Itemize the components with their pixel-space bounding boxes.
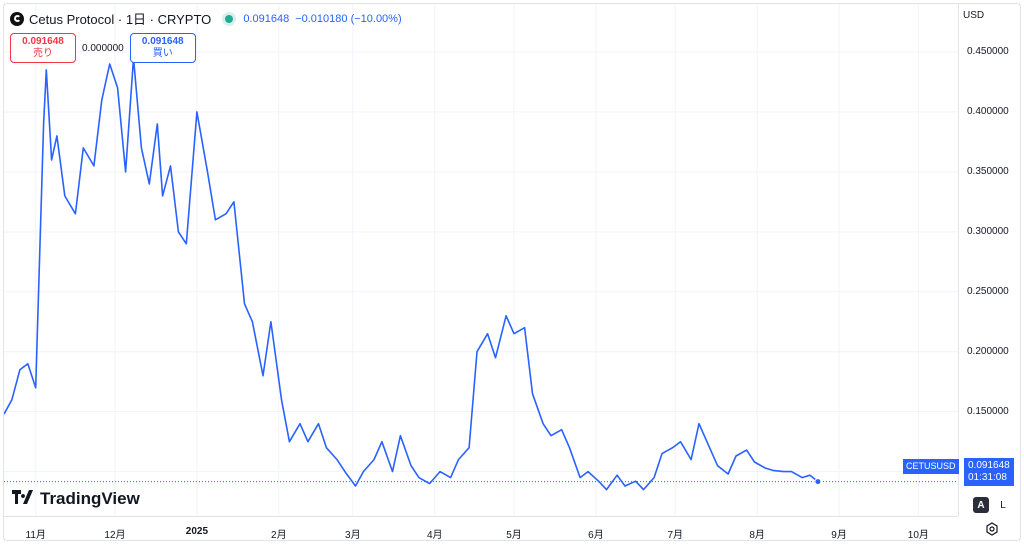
price-scale[interactable]: 0.450000 0.400000 0.350000 0.300000 0.250000… (958, 4, 1021, 516)
symbol-legend: Cetus Protocol · 1日 · CRYPTO 0.091648 −0… (10, 9, 408, 28)
price-chart[interactable] (4, 4, 958, 516)
last-price-tag: 0.091648 01:31:08 (964, 458, 1014, 486)
time-tick-label: 7月 (667, 530, 684, 541)
buy-price: 0.091648 (141, 36, 184, 47)
buy-label: 買い (152, 48, 173, 59)
last-point-marker (814, 478, 822, 486)
time-tick-label: 12月 (104, 530, 126, 541)
chart-frame (3, 3, 1021, 541)
price-tick-label: 0.200000 (967, 345, 1009, 357)
symbol-title[interactable]: Cetus Protocol · 1日 · CRYPTO (29, 12, 212, 27)
auto-scale-button[interactable]: A (973, 497, 989, 513)
buy-button[interactable]: 0.091648 買い (129, 33, 196, 63)
price-tick-label: 0.450000 (967, 45, 1009, 57)
tradingview-logo-text: TradingView (40, 489, 140, 508)
plot-area[interactable] (4, 4, 958, 516)
price-series-line (4, 57, 819, 491)
time-tick-label: 4月 (426, 530, 443, 541)
time-tick-label: 11月 (25, 530, 46, 541)
sell-button[interactable]: 0.091648 売り (10, 33, 76, 63)
price-tick-label: 0.350000 (967, 165, 1009, 177)
trade-buttons: 0.091648 売り 0.000000 0.091648 買い (10, 33, 196, 63)
live-status-icon (225, 14, 234, 23)
sell-price: 0.091648 (22, 36, 64, 47)
last-price-value: 0.091648 (968, 460, 1010, 471)
price-tick-label: 0.300000 (967, 225, 1009, 237)
time-tick-label: 3月 (345, 530, 361, 541)
time-tick-label: 5月 (506, 530, 522, 541)
time-tick-label: 8月 (749, 530, 765, 541)
price-tick-label: 0.250000 (967, 285, 1009, 297)
spread-value: 0.000000 (82, 42, 124, 54)
time-tick-label: 10月 (907, 530, 929, 541)
tradingview-logo-icon (12, 489, 34, 509)
legend-last-price: 0.091648 (243, 12, 290, 25)
cetus-logo-icon (10, 11, 24, 26)
currency-selector[interactable]: USD (963, 10, 985, 21)
settings-icon[interactable] (985, 522, 999, 536)
time-tick-label: 6月 (588, 530, 604, 541)
time-tick-label: 2025 (185, 526, 209, 537)
price-tick-label: 0.400000 (967, 105, 1009, 117)
time-tick-label: 9月 (831, 530, 847, 541)
legend-change: −0.010180 (−10.00%) (295, 12, 402, 25)
sell-label: 売り (33, 48, 53, 59)
symbol-price-tag: CETUSUSD (903, 459, 959, 474)
log-scale-button[interactable]: L (1000, 499, 1006, 511)
tradingview-logo[interactable]: TradingView (12, 489, 140, 509)
time-tick-label: 2月 (271, 530, 287, 541)
price-tick-label: 0.150000 (967, 405, 1009, 417)
bar-countdown: 01:31:08 (968, 472, 1007, 483)
time-scale[interactable]: 11月 12月 2025 2月 3月 4月 5月 6月 7月 8月 9月 10月 (4, 516, 958, 541)
